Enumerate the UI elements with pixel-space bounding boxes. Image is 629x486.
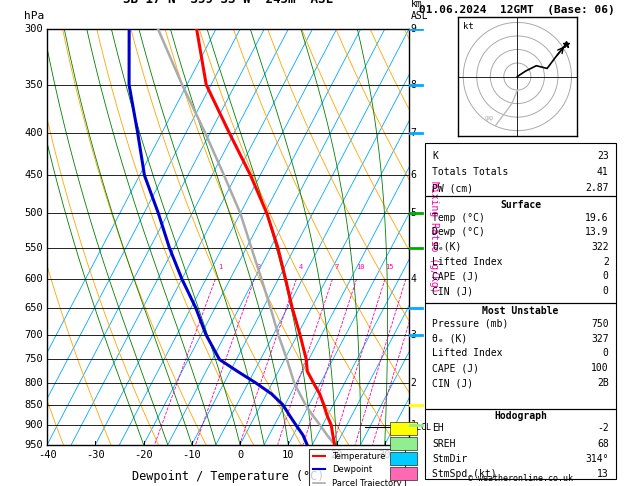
Text: 6: 6 (411, 170, 416, 180)
Bar (425, 143, 616, 196)
Text: 800: 800 (24, 378, 43, 388)
Text: -20: -20 (134, 450, 153, 460)
Text: 19.6: 19.6 (585, 213, 609, 223)
Text: 2: 2 (411, 378, 416, 388)
Text: 0: 0 (603, 271, 609, 281)
Text: -30: -30 (86, 450, 105, 460)
Text: 750: 750 (24, 354, 43, 364)
Text: 2: 2 (603, 257, 609, 267)
Legend: Temperature, Dewpoint, Parcel Trajectory, Dry Adiabat, Wet Adiabat, Isotherm, Mi: Temperature, Dewpoint, Parcel Trajectory… (309, 449, 404, 486)
Text: 850: 850 (24, 399, 43, 410)
Text: 350: 350 (24, 80, 43, 90)
Text: Surface: Surface (500, 200, 541, 210)
Text: kt: kt (463, 22, 474, 32)
Bar (390, 452, 417, 465)
Bar (390, 468, 417, 480)
Text: 4: 4 (299, 264, 303, 270)
Text: 600: 600 (24, 274, 43, 284)
Text: 400: 400 (24, 128, 43, 138)
Bar (425, 303, 616, 409)
Text: 450: 450 (24, 170, 43, 180)
Text: 8: 8 (411, 80, 416, 90)
Text: StmSpd (kt): StmSpd (kt) (432, 469, 497, 479)
Text: 3: 3 (411, 330, 416, 340)
Text: 1LCL: 1LCL (411, 423, 431, 432)
Text: 2B: 2B (597, 378, 609, 388)
Text: 4: 4 (411, 274, 416, 284)
Text: CIN (J): CIN (J) (432, 286, 474, 296)
Text: 100: 100 (591, 363, 609, 373)
Text: 0: 0 (237, 450, 243, 460)
Text: CAPE (J): CAPE (J) (432, 363, 479, 373)
Text: 750: 750 (591, 319, 609, 329)
Text: 7: 7 (335, 264, 339, 270)
Text: 950: 950 (24, 440, 43, 450)
Text: Lifted Index: Lifted Index (432, 348, 503, 358)
Bar (425, 196, 616, 303)
Text: Pressure (mb): Pressure (mb) (432, 319, 509, 329)
Text: 41: 41 (597, 167, 609, 177)
Text: PW (cm): PW (cm) (432, 183, 474, 193)
Text: 9: 9 (411, 24, 416, 34)
Text: -2: -2 (597, 423, 609, 434)
Text: -10: -10 (182, 450, 201, 460)
Bar (390, 422, 417, 434)
Text: StmDir: StmDir (432, 453, 467, 464)
Text: km
ASL: km ASL (411, 0, 428, 21)
Text: 700: 700 (24, 330, 43, 340)
Text: θₑ(K): θₑ(K) (432, 242, 462, 252)
Text: Dewp (°C): Dewp (°C) (432, 227, 485, 238)
Text: 30: 30 (379, 450, 391, 460)
Text: EH: EH (432, 423, 444, 434)
Text: CIN (J): CIN (J) (432, 378, 474, 388)
Text: 23: 23 (597, 152, 609, 161)
Text: 1: 1 (411, 420, 416, 430)
Text: 01.06.2024  12GMT  (Base: 06): 01.06.2024 12GMT (Base: 06) (420, 5, 615, 15)
Text: 10: 10 (357, 264, 365, 270)
Text: Hodograph: Hodograph (494, 412, 547, 421)
Text: © weatheronline.co.uk: © weatheronline.co.uk (468, 474, 573, 483)
Text: hPa: hPa (24, 11, 44, 21)
Text: -40: -40 (38, 450, 57, 460)
Text: 68: 68 (597, 438, 609, 449)
Text: 300: 300 (24, 24, 43, 34)
Text: 13: 13 (597, 469, 609, 479)
Text: 2: 2 (257, 264, 261, 270)
Text: 550: 550 (24, 243, 43, 253)
Text: Temp (°C): Temp (°C) (432, 213, 485, 223)
Text: 13.9: 13.9 (585, 227, 609, 238)
Text: 5: 5 (411, 208, 416, 218)
Text: 0: 0 (603, 348, 609, 358)
Text: 1: 1 (218, 264, 222, 270)
Text: 650: 650 (24, 303, 43, 313)
Text: Most Unstable: Most Unstable (482, 306, 559, 316)
Text: Totals Totals: Totals Totals (432, 167, 509, 177)
Text: θₑ (K): θₑ (K) (432, 334, 467, 344)
Text: 0: 0 (603, 286, 609, 296)
Text: φφ: φφ (485, 115, 494, 121)
Text: 20: 20 (330, 450, 343, 460)
Text: Lifted Index: Lifted Index (432, 257, 503, 267)
Text: 15: 15 (385, 264, 393, 270)
Text: 3B°17'N  359°33'W  245m  ASL: 3B°17'N 359°33'W 245m ASL (123, 0, 333, 6)
Text: 327: 327 (591, 334, 609, 344)
Text: 900: 900 (24, 420, 43, 430)
Bar (425, 409, 616, 479)
Text: 314°: 314° (585, 453, 609, 464)
Text: SREH: SREH (432, 438, 456, 449)
Text: K: K (432, 152, 438, 161)
Text: 500: 500 (24, 208, 43, 218)
Text: Dewpoint / Temperature (°C): Dewpoint / Temperature (°C) (132, 469, 324, 483)
Text: 322: 322 (591, 242, 609, 252)
Text: 10: 10 (282, 450, 294, 460)
Bar (390, 437, 417, 450)
Text: 2.87: 2.87 (585, 183, 609, 193)
Text: Mixing Ratio (g/kg): Mixing Ratio (g/kg) (429, 181, 439, 293)
Text: CAPE (J): CAPE (J) (432, 271, 479, 281)
Text: 7: 7 (411, 128, 416, 138)
